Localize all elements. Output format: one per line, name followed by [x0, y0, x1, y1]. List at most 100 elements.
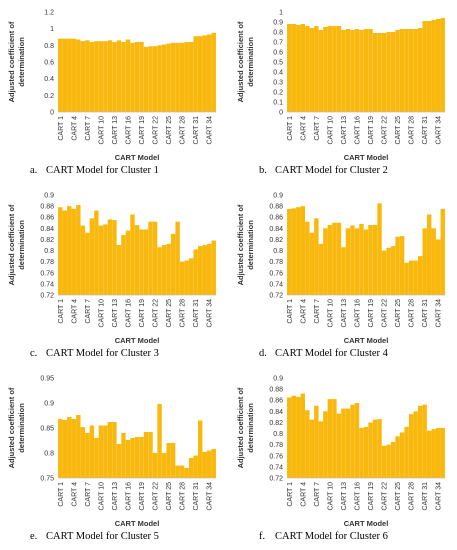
bar	[188, 458, 194, 478]
x-tick-label: CART 25	[395, 116, 402, 145]
chart-caption-b: b. CART Model for Cluster 2	[259, 165, 457, 176]
bar	[386, 32, 391, 112]
bar	[130, 214, 135, 295]
y-tick-label: 0.78	[40, 259, 54, 266]
bar	[139, 437, 144, 478]
bar	[157, 247, 162, 295]
bar	[112, 42, 117, 112]
y-tick-label: 0.8	[273, 30, 283, 37]
bar	[71, 419, 77, 478]
bar	[296, 25, 301, 112]
x-tick-label: CART 19	[368, 116, 375, 145]
x-tick-label: CART 31	[193, 116, 200, 145]
bar	[139, 229, 144, 295]
bar	[207, 243, 212, 295]
x-tick-label: CART 22	[382, 299, 389, 328]
x-tick-label: CART 28	[409, 482, 416, 511]
x-tick-label: CART 34	[207, 116, 214, 145]
bar	[323, 27, 328, 112]
bar	[368, 29, 373, 112]
bar	[327, 225, 333, 295]
x-tick-label: CART 10	[98, 299, 105, 328]
x-tick-label: CART 4	[71, 482, 78, 507]
bar-chart-e: 0.75 0.8 0.85 0.9 0.95 CART 1 CART 4 CART 7 CART…	[7, 376, 216, 528]
y-tick-label: 0.86	[269, 398, 283, 405]
bar	[422, 404, 427, 478]
x-axis-title: CART Model	[344, 519, 389, 528]
chart-caption-f: f. CART Model for Cluster 6	[259, 531, 457, 542]
bar	[211, 32, 216, 113]
bar	[359, 428, 364, 478]
caption-text: CART Model for Cluster 5	[46, 531, 159, 542]
bar	[436, 239, 441, 295]
x-tick-label: CART 13	[112, 482, 119, 511]
bar	[314, 405, 319, 478]
y-tick-label: 1	[279, 10, 283, 17]
x-axis-title: CART Model	[115, 336, 160, 345]
x-tick-label: CART 4	[300, 299, 307, 324]
bar	[426, 21, 432, 112]
x-tick-label: CART 19	[368, 482, 375, 511]
bar	[350, 225, 355, 295]
bar	[381, 250, 387, 295]
bar	[58, 38, 63, 112]
bar	[440, 208, 445, 295]
y-tick-label: 0.84	[40, 226, 54, 233]
y-tick-label: 0.8	[273, 431, 283, 438]
bar	[395, 30, 400, 112]
bar	[359, 30, 364, 112]
bar	[184, 468, 189, 478]
y-tick-label: 0.95	[40, 376, 54, 383]
bar	[363, 229, 369, 295]
bar	[98, 425, 104, 478]
bar	[431, 429, 436, 478]
bar	[112, 220, 117, 295]
y-tick-label: 0.72	[269, 293, 283, 300]
bar	[318, 30, 324, 112]
bar	[291, 24, 296, 112]
bar	[341, 408, 346, 478]
bar	[332, 26, 337, 112]
caption-letter: a.	[30, 165, 38, 176]
chart-panel-b: 0 0.1 0.2 0.3 0.4 0.5 0.6 0.7 0.8 0.9 1 CART 1 CART …	[229, 0, 457, 183]
bar	[121, 235, 126, 295]
bar	[188, 258, 194, 295]
bar	[67, 38, 72, 112]
bar	[318, 243, 324, 295]
x-tick-label: CART 1	[58, 299, 65, 324]
bar	[67, 206, 72, 295]
y-tick-label: 0.84	[269, 226, 283, 233]
bar	[58, 207, 63, 295]
bar	[130, 438, 135, 478]
bar	[399, 29, 405, 112]
y-tick-label: 0.4	[273, 70, 283, 77]
bar	[300, 24, 306, 112]
x-tick-label: CART 13	[112, 299, 119, 328]
chart-panel-d: 0.72 0.74 0.76 0.78 0.8 0.82 0.84 0.86 0.88 0.9 CA…	[229, 183, 457, 366]
x-tick-label: CART 19	[139, 116, 146, 145]
bar	[98, 225, 104, 295]
bar	[157, 404, 162, 478]
bar	[372, 225, 378, 295]
bar	[188, 42, 194, 112]
bar	[426, 430, 432, 478]
bar	[404, 262, 409, 295]
caption-letter: d.	[259, 348, 267, 359]
bar	[143, 47, 149, 112]
bar	[130, 42, 135, 113]
x-tick-label: CART 10	[327, 116, 334, 145]
x-tick-label: CART 19	[139, 299, 146, 328]
y-tick-label: 0.76	[269, 453, 283, 460]
bar	[202, 452, 207, 478]
bar	[327, 399, 333, 478]
bar	[211, 240, 216, 295]
bar	[440, 428, 445, 478]
bar	[134, 225, 140, 295]
bar	[62, 210, 67, 295]
bar	[170, 42, 176, 113]
y-axis-title-line2: determination	[17, 37, 26, 87]
bar	[94, 438, 99, 478]
bar	[175, 42, 180, 113]
x-tick-label: CART 34	[436, 116, 443, 145]
bar	[166, 243, 171, 295]
